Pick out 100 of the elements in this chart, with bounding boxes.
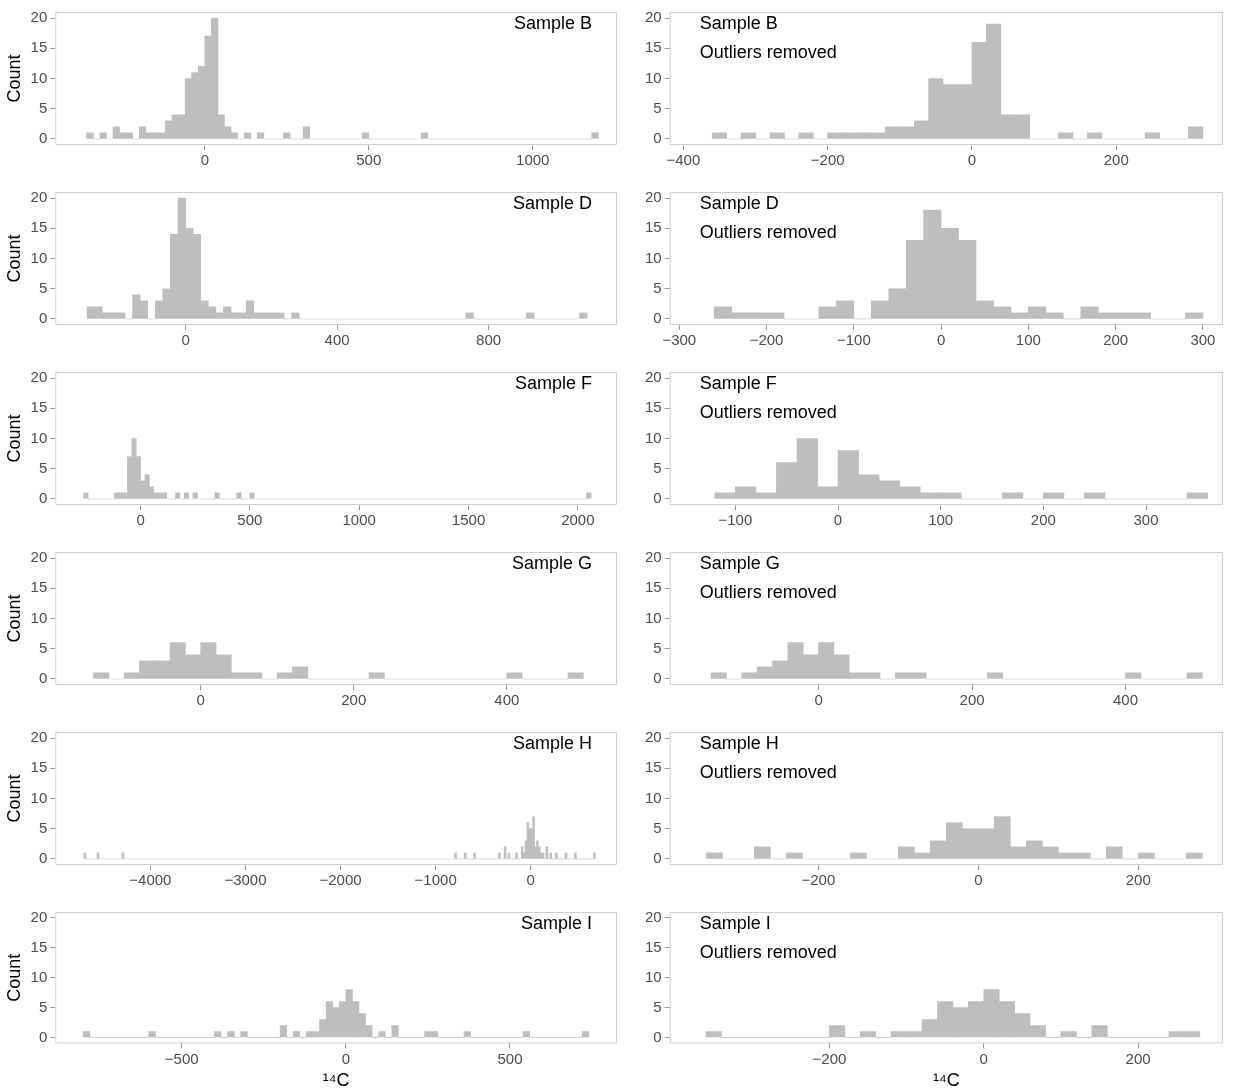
x-tick-label: 400 (494, 691, 520, 709)
x-tick-label: 500 (497, 1049, 523, 1067)
x-tick-label: −2000 (319, 871, 362, 889)
text: Outliers removed (699, 221, 837, 242)
y-tick-label: 15 (30, 38, 48, 56)
x-tick-label: 0 (526, 871, 535, 889)
y-tick-label: 5 (653, 278, 662, 296)
chart-title: Sample F (699, 372, 777, 393)
y-tick-label: 5 (38, 638, 48, 656)
text: Outliers removed (699, 41, 837, 62)
y-tick-label: 0 (653, 129, 662, 147)
y-tick-label: 0 (653, 849, 662, 867)
y-tick-label: 10 (645, 788, 662, 806)
chart-title: Sample D (699, 192, 779, 213)
x-tick-label: 0 (196, 691, 205, 709)
chart-title: Sample F (514, 372, 592, 393)
text: Outliers removed (699, 401, 837, 422)
chart-title: Sample I (520, 912, 592, 933)
y-tick-label: 5 (653, 638, 662, 656)
y-axis-title: Count (3, 234, 24, 283)
y-tick-label: 15 (645, 218, 662, 236)
x-tick-label: 0 (200, 151, 209, 169)
x-tick-label: 1000 (342, 511, 376, 529)
x-tick-label: 0 (814, 691, 823, 709)
x-tick-label: 0 (341, 1049, 350, 1067)
y-tick-label: 20 (645, 728, 662, 746)
y-axis-title: Count (3, 594, 24, 643)
x-tick-label: −200 (810, 151, 845, 169)
x-tick-label: −200 (812, 1049, 847, 1067)
x-tick-label: 500 (237, 511, 263, 529)
x-tick-label: 400 (1113, 691, 1139, 709)
x-axis-title: ¹⁴C (322, 1070, 350, 1091)
x-tick-label: 300 (1133, 511, 1159, 529)
x-tick-label: −4000 (129, 871, 172, 889)
x-tick-label: 2000 (561, 511, 595, 529)
x-tick-label: 1500 (451, 511, 486, 529)
text: Outliers removed (699, 581, 837, 602)
x-tick-label: 400 (324, 331, 350, 349)
y-tick-label: 5 (38, 278, 48, 296)
y-tick-label: 0 (38, 1027, 48, 1045)
y-tick-label: 5 (38, 98, 48, 116)
x-tick-label: 0 (833, 511, 843, 529)
x-tick-label: −200 (749, 331, 784, 349)
y-tick-label: 15 (30, 218, 48, 236)
y-axis-title: Count (3, 414, 24, 463)
y-tick-label: 10 (30, 608, 48, 626)
y-tick-label: 0 (653, 489, 662, 507)
x-axis-title: ¹⁴C (932, 1070, 960, 1091)
y-tick-label: 10 (30, 248, 48, 266)
y-axis-title: Count (3, 54, 24, 103)
x-tick-label: 500 (356, 151, 382, 169)
y-tick-label: 15 (30, 758, 48, 776)
y-tick-label: 15 (30, 937, 48, 955)
y-tick-label: 0 (653, 309, 662, 327)
x-tick-label: 200 (1103, 331, 1129, 349)
y-tick-label: 5 (38, 818, 48, 836)
y-tick-label: 20 (30, 908, 48, 926)
x-tick-label: 200 (341, 691, 367, 709)
y-axis-title: Count (3, 774, 24, 823)
text: Outliers removed (699, 761, 837, 782)
x-tick-label: 1000 (516, 151, 550, 169)
y-tick-label: 20 (30, 368, 48, 386)
x-tick-label: 200 (1030, 511, 1056, 529)
y-tick-label: 10 (645, 967, 662, 985)
chart-title: Sample H (512, 732, 592, 753)
y-tick-label: 15 (645, 937, 662, 955)
y-tick-label: 20 (645, 908, 662, 926)
x-tick-label: −1000 (414, 871, 457, 889)
y-tick-label: 5 (38, 458, 48, 476)
chart-title: Sample I (699, 912, 771, 933)
chart-title: Sample B (699, 12, 778, 33)
x-tick-label: 200 (959, 691, 985, 709)
x-tick-label: 0 (974, 871, 983, 889)
x-tick-label: 100 (928, 511, 954, 529)
x-tick-label: 0 (136, 511, 145, 529)
y-tick-label: 15 (645, 38, 662, 56)
chart-title: Sample H (699, 732, 779, 753)
y-tick-label: 15 (645, 578, 662, 596)
x-tick-label: 200 (1103, 151, 1129, 169)
y-tick-label: 0 (653, 669, 662, 687)
y-tick-label: 5 (653, 458, 662, 476)
y-tick-label: 20 (645, 8, 662, 26)
y-tick-label: 5 (653, 997, 662, 1015)
y-tick-label: 5 (653, 818, 662, 836)
x-tick-label: −300 (662, 331, 697, 349)
x-tick-label: 0 (936, 331, 946, 349)
chart-title: Sample G (699, 552, 780, 573)
y-tick-label: 10 (645, 428, 662, 446)
y-tick-label: 10 (645, 248, 662, 266)
y-tick-label: 15 (30, 578, 48, 596)
x-tick-label: 100 (1015, 331, 1041, 349)
chart-title: Sample D (512, 192, 592, 213)
y-tick-label: 10 (30, 428, 48, 446)
x-tick-label: 0 (979, 1049, 988, 1067)
x-tick-label: −3000 (224, 871, 267, 889)
text: Outliers removed (699, 941, 837, 962)
y-tick-label: 20 (645, 548, 662, 566)
y-tick-label: 0 (38, 489, 48, 507)
y-tick-label: 5 (38, 997, 48, 1015)
x-tick-label: −200 (801, 871, 836, 889)
